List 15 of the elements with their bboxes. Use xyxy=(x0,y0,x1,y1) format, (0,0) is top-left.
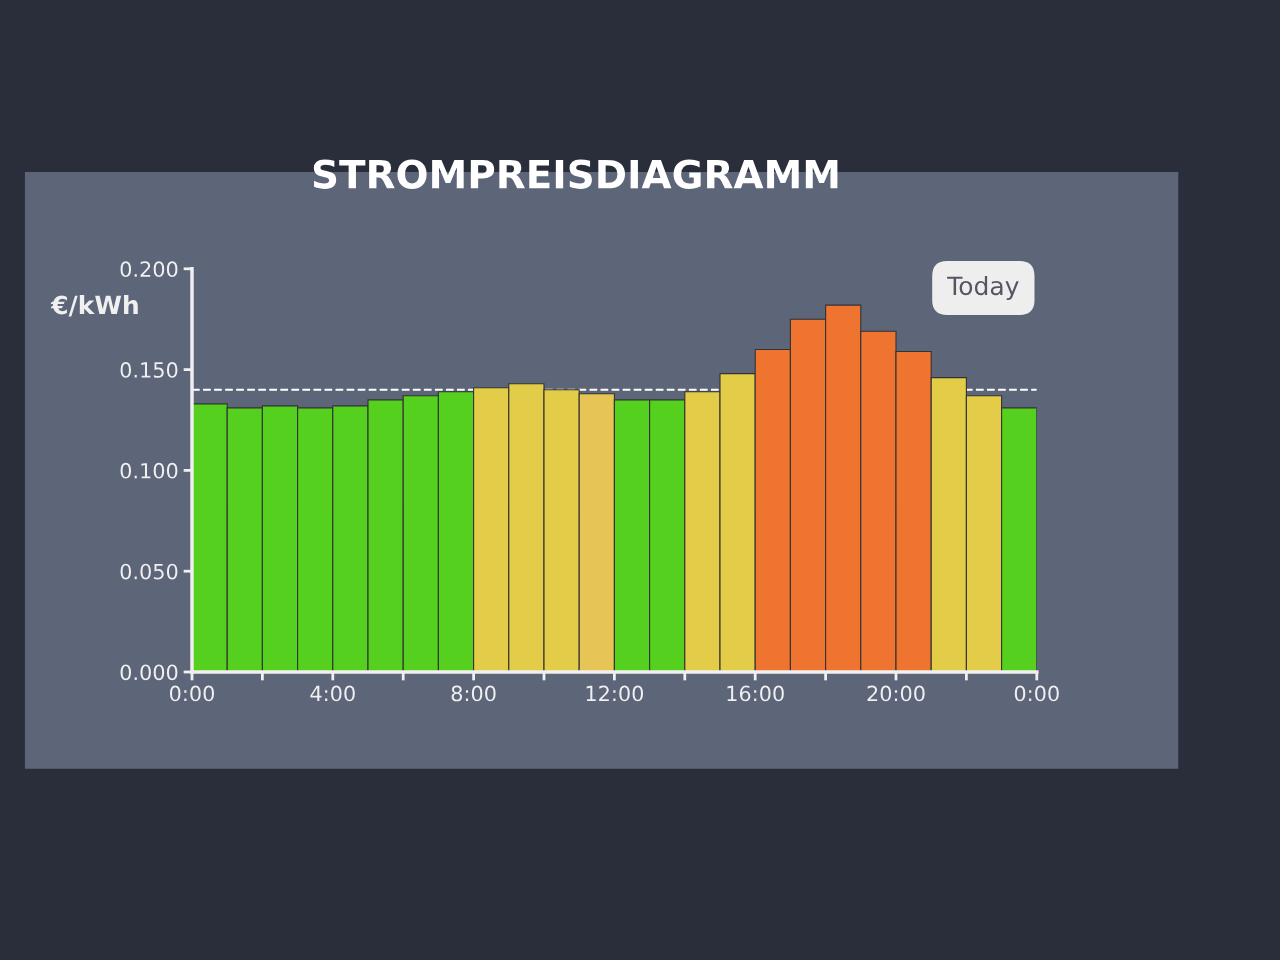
chart-title: STROMPREISDIAGRAMM xyxy=(313,159,838,189)
y-tick-label: 0.200 xyxy=(120,261,178,278)
y-tick-label: 0.000 xyxy=(120,664,178,681)
y-tick-label: 0.150 xyxy=(120,362,178,378)
x-tick-label: 12:00 xyxy=(586,685,644,702)
x-tick-label: 20:00 xyxy=(867,685,925,702)
x-tick-label: 4:00 xyxy=(310,685,355,702)
x-tick-label: 0:00 xyxy=(1014,685,1059,702)
x-tick-label: 0:00 xyxy=(169,685,215,702)
x-tick-label: 16:00 xyxy=(727,685,784,702)
annotation: Today xyxy=(947,275,1019,301)
y-tick-label: 0.050 xyxy=(120,563,178,580)
y-axis-title: €/kWh xyxy=(50,295,138,317)
x-tick-label: 8:00 xyxy=(451,685,496,702)
y-tick-label: 0.100 xyxy=(120,462,178,479)
